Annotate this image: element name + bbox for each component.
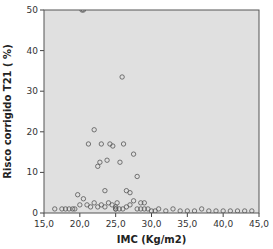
y-tick: [40, 131, 44, 132]
x-axis-label: IMC (Kg/m2): [117, 234, 187, 245]
point: [142, 201, 146, 205]
point: [92, 128, 96, 132]
point: [221, 209, 225, 213]
point: [120, 75, 124, 79]
y-tick: [40, 172, 44, 173]
x-tick: [259, 213, 260, 217]
point: [171, 207, 175, 211]
point: [92, 201, 96, 205]
y-axis-label: Risco corrigido T21 ( %): [2, 44, 13, 178]
point: [81, 197, 85, 201]
x-tick: [79, 213, 80, 217]
x-tick-label: 45,0: [249, 219, 269, 229]
y-tick: [40, 213, 44, 214]
y-tick: [40, 50, 44, 51]
point: [121, 142, 125, 146]
y-tick: [40, 10, 44, 11]
y-tick-label: 10: [27, 167, 39, 177]
point: [131, 199, 135, 203]
point: [164, 209, 168, 213]
point: [111, 144, 115, 148]
point: [118, 160, 122, 164]
x-axis: 15,0 20,0 25,0 30,0 35,0 40,0 45,0: [34, 213, 269, 229]
point: [128, 203, 132, 207]
point: [73, 207, 77, 211]
point: [178, 209, 182, 213]
y-axis: 0 10 20 30 40 50: [27, 5, 44, 218]
point: [156, 207, 160, 211]
point: [199, 207, 203, 211]
points: [53, 10, 254, 213]
point: [105, 158, 109, 162]
y-tick-label: 0: [32, 208, 38, 218]
x-tick-label: 15,0: [34, 219, 54, 229]
y-tick-label: 50: [27, 5, 39, 15]
x-tick-label: 40,0: [213, 219, 233, 229]
point: [53, 207, 57, 211]
x-tick: [223, 213, 224, 217]
x-tick-label: 30,0: [141, 219, 161, 229]
x-tick: [44, 213, 45, 217]
point: [207, 209, 211, 213]
y-tick-label: 20: [27, 127, 39, 137]
x-tick: [151, 213, 152, 217]
point: [81, 10, 85, 12]
point: [242, 209, 246, 213]
point: [228, 209, 232, 213]
point: [99, 142, 103, 146]
x-tick: [115, 213, 116, 217]
point: [214, 209, 218, 213]
x-tick-label: 25,0: [106, 219, 126, 229]
plot-background: [44, 10, 259, 213]
point: [131, 152, 135, 156]
point: [235, 209, 239, 213]
x-tick: [187, 213, 188, 217]
point: [103, 188, 107, 192]
point: [135, 174, 139, 178]
point: [75, 193, 79, 197]
x-tick-label: 20,0: [70, 219, 90, 229]
point: [192, 209, 196, 213]
point: [250, 209, 254, 213]
y-tick: [40, 91, 44, 92]
point: [98, 160, 102, 164]
point: [78, 203, 82, 207]
plot-frame: [44, 10, 259, 213]
point: [88, 205, 92, 209]
point: [128, 191, 132, 195]
x-tick-label: 35,0: [177, 219, 197, 229]
point: [185, 209, 189, 213]
point: [103, 205, 107, 209]
chart: 15,0 20,0 25,0 30,0 35,0 40,0 45,0 0 10 20 30 40 50 I…: [0, 0, 273, 249]
y-tick-label: 30: [27, 86, 39, 96]
point: [86, 142, 90, 146]
y-tick-label: 40: [27, 46, 39, 56]
